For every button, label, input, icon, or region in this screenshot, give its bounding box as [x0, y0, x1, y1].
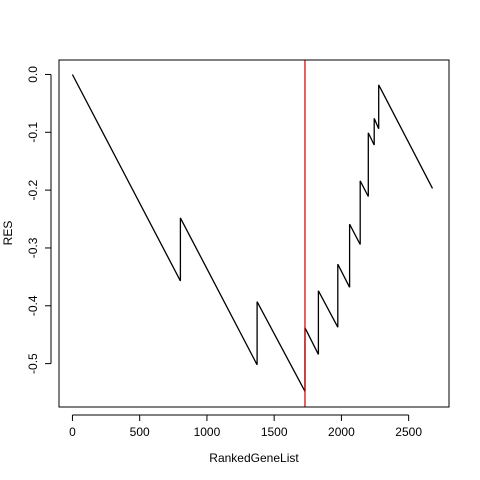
x-tick-label: 2500	[395, 425, 422, 439]
x-tick-label: 1000	[194, 425, 221, 439]
x-axis-label: RankedGeneList	[209, 451, 299, 465]
y-tick-label: -0.3	[26, 237, 40, 258]
x-tick-label: 0	[69, 425, 76, 439]
axes: 0 500 1000 1500 2000 2500 0.0 -0.1 -0.2 -0.3 -0.4 -…	[26, 59, 450, 439]
series-line-0	[71, 74, 434, 392]
y-axis-label: RES	[1, 221, 15, 246]
plot-frame	[58, 59, 450, 408]
plot-area	[71, 60, 434, 407]
y-tick-label: -0.2	[26, 179, 40, 200]
y-tick-label: -0.4	[26, 295, 40, 316]
y-tick-label: -0.5	[26, 353, 40, 374]
y-tick-label: 0.0	[26, 66, 40, 83]
y-tick-label: -0.1	[26, 122, 40, 143]
x-tick-label: 2000	[328, 425, 355, 439]
x-tick-label: 500	[130, 425, 150, 439]
x-tick-label: 1500	[261, 425, 288, 439]
